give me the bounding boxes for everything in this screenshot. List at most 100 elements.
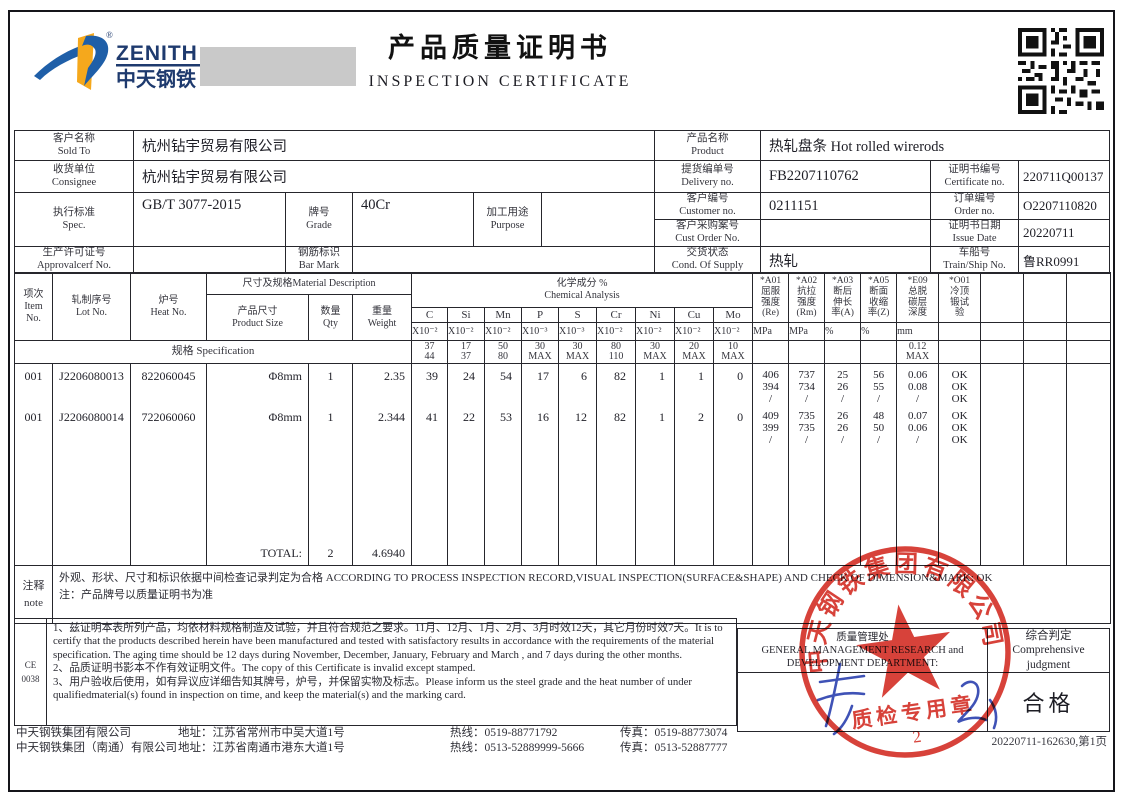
spec-mech bbox=[788, 340, 826, 364]
col-header-lot: 轧制序号 Lot No. bbox=[52, 272, 131, 341]
col-header-empty-2 bbox=[1023, 272, 1068, 323]
cell-chem: 82 bbox=[596, 363, 637, 406]
chem-unit: X10⁻² bbox=[411, 322, 449, 341]
cell-heat: 722060060 bbox=[130, 405, 207, 447]
registered-icon: ® bbox=[106, 30, 113, 40]
chem-unit: X10⁻² bbox=[484, 322, 523, 341]
company-fax: 传真：0519-88773074 bbox=[620, 727, 728, 739]
terms-item-3: 3、用户验收后使用，如有异议应详细告知其牌号，炉号，并保留实物及标志。Pleas… bbox=[53, 675, 693, 701]
cell-size: Φ8mm bbox=[206, 363, 309, 406]
cell-chem: 54 bbox=[484, 363, 523, 406]
quality-dept-box: 质量管理处 GENERAL MANAGEMENT RESEARCH and DE… bbox=[738, 629, 988, 731]
judgment-label-cn: 综合判定 bbox=[1025, 629, 1072, 642]
cell-chem: 41 bbox=[411, 405, 449, 447]
redacted-area bbox=[200, 47, 356, 86]
col-header-a02: *A02 抗拉 强度 (Rm) bbox=[788, 272, 826, 323]
delivery-value: FB2207110762 bbox=[761, 161, 931, 192]
cell-chem: 82 bbox=[596, 405, 637, 447]
product-label: 产品名称 Product bbox=[655, 131, 761, 160]
chem-element: Cr bbox=[596, 307, 637, 323]
company-address: 地址：江苏省常州市中吴大道1号 bbox=[178, 727, 345, 739]
spec-row-label: 规格 Specification bbox=[13, 340, 413, 364]
note-row: 注释 note 外观、形状、尺寸和标识依据中间检查记录判定为合格 ACCORDI… bbox=[14, 565, 1112, 625]
cell-size: Φ8mm bbox=[206, 405, 309, 447]
grade-value: 40Cr bbox=[353, 193, 474, 246]
certificate-no-label: 证明书编号 Certificate no. bbox=[931, 161, 1019, 192]
cell-mech: 26 26 / bbox=[824, 405, 862, 447]
page-title: 产品质量证明书 bbox=[388, 33, 612, 63]
chem-unit: X10⁻² bbox=[447, 322, 486, 341]
chem-unit: X10⁻² bbox=[635, 322, 676, 341]
cust-order-label: 客户采购案号 Cust Order No. bbox=[655, 220, 761, 246]
chem-element: Mn bbox=[484, 307, 523, 323]
footer-companies: 中天钢铁集团有限公司 地址：江苏省常州市中吴大道1号 热线：0519-88771… bbox=[16, 726, 1016, 756]
cell-qty: 1 bbox=[308, 363, 353, 406]
terms-item-1: 1、兹证明本表所列产品，均依材料规格制造及试验，并且符合规范之要求。11月、12… bbox=[53, 622, 723, 661]
quality-dept-en: GENERAL MANAGEMENT RESEARCH and DEVELOPM… bbox=[761, 644, 964, 670]
cell-mech: 409 399 / bbox=[752, 405, 790, 447]
quality-dept-cn: 质量管理处 bbox=[836, 631, 889, 643]
judgment-label-en: Comprehensive judgment bbox=[1012, 644, 1085, 671]
total-label: TOTAL: bbox=[206, 545, 309, 566]
spec-chem: 50 80 bbox=[484, 340, 523, 364]
product-value: 热轧盘条 Hot rolled wirerods bbox=[769, 139, 945, 155]
spec-chem: 20 MAX bbox=[674, 340, 715, 364]
customer-no-label: 客户编号 Customer no. bbox=[655, 193, 761, 219]
signature-area bbox=[738, 673, 987, 731]
total-weight: 4.6940 bbox=[351, 545, 413, 566]
company-name: 中天钢铁集团（南通）有限公司 bbox=[16, 742, 177, 754]
chem-element: Ni bbox=[635, 307, 676, 323]
page-border-frame bbox=[8, 10, 1115, 792]
page-info: 20220711-162630,第1页 bbox=[991, 736, 1107, 748]
cust-order-value bbox=[761, 220, 931, 246]
col-header-chemical-analysis: 化学成分 % Chemical Analysis bbox=[411, 272, 754, 308]
consignee-label: 收货单位 Consignee bbox=[15, 161, 134, 192]
cell-chem: 24 bbox=[447, 363, 486, 406]
cell-mech: 48 50 / bbox=[860, 405, 898, 447]
certificate-no-value: 220711Q00137 bbox=[1023, 168, 1104, 184]
cell-chem: 1 bbox=[635, 363, 676, 406]
chem-element: C bbox=[411, 307, 449, 323]
cell-mech: 406 394 / bbox=[752, 363, 790, 406]
col-header-empty-3 bbox=[1066, 272, 1112, 323]
chem-unit: X10⁻² bbox=[713, 322, 754, 341]
spec-value: GB/T 3077-2015 bbox=[134, 193, 286, 246]
terms-box: CE 0038 1、兹证明本表所列产品，均依材料规格制造及试验，并且符合规范之要… bbox=[14, 618, 737, 726]
chem-unit: X10⁻² bbox=[674, 322, 715, 341]
cell-chem: 0 bbox=[713, 363, 754, 406]
ce-mark: CE 0038 bbox=[15, 619, 47, 725]
cell-chem: 16 bbox=[521, 405, 560, 447]
purpose-value bbox=[542, 193, 655, 246]
cell-item: 001 bbox=[14, 405, 53, 447]
mech-unit: mm bbox=[896, 322, 940, 341]
table-row: 001 J2206080014 722060060 Φ8mm 1 2.344 4… bbox=[14, 405, 1112, 447]
cell-mech: 737 734 / bbox=[788, 363, 826, 406]
col-header-qty: 数量 Qty bbox=[308, 294, 353, 341]
col-header-heat: 炉号 Heat No. bbox=[130, 272, 207, 341]
sold-to-label: 客户名称 Sold To bbox=[15, 131, 134, 160]
col-header-e09: *E09 总脱 碳层 深度 bbox=[896, 272, 940, 323]
bar-mark-value bbox=[353, 247, 655, 273]
cell-qty: 1 bbox=[308, 405, 353, 447]
company-hotline: 热线：0513-52889999-5666 bbox=[450, 742, 585, 754]
mech-unit: MPa bbox=[788, 322, 826, 341]
train-ship-label: 车船号 Train/Ship No. bbox=[931, 247, 1019, 273]
supply-value: 热轧 bbox=[761, 247, 931, 273]
col-header-a01: *A01 屈服 强度 (Re) bbox=[752, 272, 790, 323]
spec-chem: 30 MAX bbox=[635, 340, 676, 364]
approval-value bbox=[134, 247, 286, 273]
chem-element: Mo bbox=[713, 307, 754, 323]
supply-label: 交货状态 Cond. Of Supply bbox=[655, 247, 761, 273]
delivery-label: 提货编单号 Delivery no. bbox=[655, 161, 761, 192]
chem-unit: X10⁻³ bbox=[521, 322, 560, 341]
spec-mech: 0.12 MAX bbox=[896, 340, 940, 364]
cell-mech: 0.07 0.06 / bbox=[896, 405, 940, 447]
cell-chem: 1 bbox=[635, 405, 676, 447]
company-address: 地址：江苏省南通市港东大道1号 bbox=[178, 742, 345, 754]
qr-code-icon bbox=[1018, 28, 1104, 114]
col-header-material-description: 尺寸及规格Material Description bbox=[205, 272, 413, 295]
col-header-empty-1 bbox=[980, 272, 1025, 323]
train-ship-value: 鲁RR0991 bbox=[1023, 253, 1080, 269]
total-qty: 2 bbox=[308, 545, 353, 566]
sold-to-value: 杭州钻宇贸易有限公司 bbox=[134, 131, 655, 160]
